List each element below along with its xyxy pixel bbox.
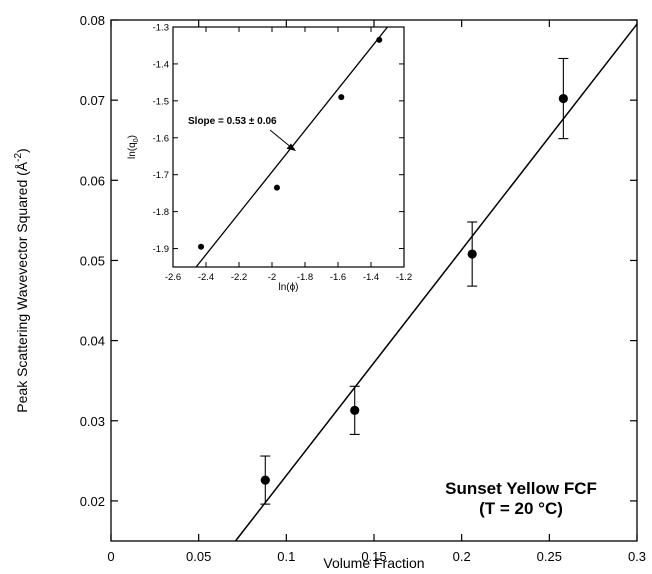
y-tick-label: 0.07 xyxy=(80,93,105,108)
inset-data-point xyxy=(273,184,280,191)
y-axis-label-close: ) xyxy=(14,148,30,153)
inset-plot: -2.6 -2.4 -2.2 -2 -1.8 -1.6 -1.4 -1.2 -1.9 -1.8 -1… xyxy=(127,23,412,294)
inset-y-tick-label: -1.6 xyxy=(153,133,169,144)
x-tick-label: 0.15 xyxy=(361,549,386,564)
x-axis-label: Volume Fraction xyxy=(323,555,424,571)
y-tick-label: 0.08 xyxy=(80,13,105,28)
inset-data-point xyxy=(338,94,345,101)
x-tick-label: 0.1 xyxy=(277,549,295,564)
y-tick-label: 0.03 xyxy=(80,414,105,429)
inset-y-axis-label-base: ln(q xyxy=(127,142,138,159)
inset-x-tick-label: -2 xyxy=(268,272,276,283)
fit-line xyxy=(234,23,638,542)
y-axis-label-main: Peak Scattering Wavevector Squared (Å xyxy=(14,161,30,412)
data-point xyxy=(467,249,477,259)
y-axis-label-superscript: -2 xyxy=(13,153,24,162)
inset-y-axis-label-close: ) xyxy=(127,135,138,138)
inset-y-tick-label: -1.8 xyxy=(153,207,169,218)
slope-arrow-line xyxy=(269,129,293,149)
sample-label-line2: (T = 20 °C) xyxy=(479,499,563,518)
y-tick-label: 0.02 xyxy=(80,494,105,509)
data-point xyxy=(558,93,568,104)
inset-x-tick-label: -2.2 xyxy=(231,272,247,283)
slope-arrow-head xyxy=(286,143,296,151)
x-tick-label: 0.3 xyxy=(628,549,646,564)
inset-y-axis-label-subscript: 0 xyxy=(133,138,140,142)
inset-x-tick-label: -2.6 xyxy=(165,272,181,283)
inset-x-tick-label: -1.2 xyxy=(396,272,412,283)
inset-y-tick-label: -1.3 xyxy=(153,23,169,34)
x-tick-label: 0.2 xyxy=(453,549,471,564)
inset-x-tick-label: -1.6 xyxy=(330,272,346,283)
inset-y-tick-label: -1.5 xyxy=(153,96,169,107)
x-tick-label: 0.25 xyxy=(537,549,562,564)
inset-y-tick-label: -1.4 xyxy=(153,59,169,70)
x-tick-label: 0.05 xyxy=(186,549,211,564)
inset-x-axis-label: ln(ϕ) xyxy=(278,282,298,293)
inset-x-tick-label: -1.8 xyxy=(297,272,313,283)
slope-annotation: Slope = 0.53 ± 0.06 xyxy=(188,116,277,127)
inset-x-tick-label: -1.4 xyxy=(363,272,379,283)
inset-y-tick-label: -1.7 xyxy=(153,170,169,181)
inset-x-tick-label: -2.4 xyxy=(198,272,214,283)
y-axis-label: Peak Scattering Wavevector Squared (Å-2) xyxy=(13,148,30,412)
x-tick-label: 0 xyxy=(107,549,114,564)
inset-data-point xyxy=(198,243,205,250)
inset-y-axis-label: ln(q0) xyxy=(127,135,140,159)
inset-y-tick-label: -1.9 xyxy=(153,244,169,255)
y-tick-label: 0.06 xyxy=(80,173,105,188)
y-tick-label: 0.05 xyxy=(80,253,105,268)
inset-data-point xyxy=(376,36,383,43)
data-point xyxy=(350,405,360,415)
main-plot: 0 0.05 0.1 0.15 0.2 0.25 0.3 0.02 0.03 0.04 0.05 0.… xyxy=(13,13,646,571)
y-tick-label: 0.04 xyxy=(80,334,105,349)
sample-label-line1: Sunset Yellow FCF xyxy=(445,479,597,498)
data-point xyxy=(260,475,270,485)
